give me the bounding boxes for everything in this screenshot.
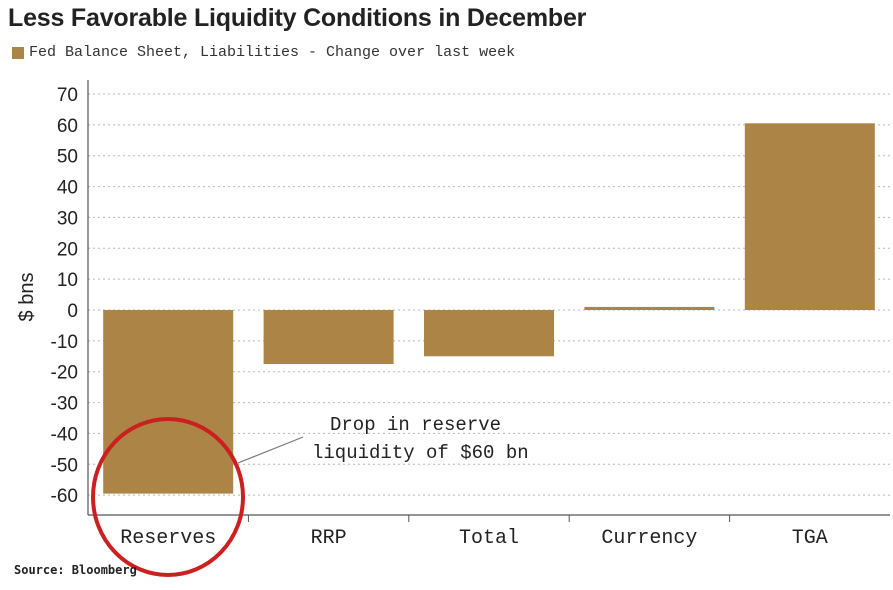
y-tick-label: 50 (57, 147, 78, 168)
y-axis-label: $ bns (16, 273, 38, 322)
y-tick-label: 30 (57, 208, 78, 229)
x-tick-label: Currency (601, 527, 697, 550)
y-tick-label: -60 (51, 486, 78, 507)
y-tick-label: 20 (57, 239, 78, 260)
y-tick-label: -30 (51, 394, 78, 415)
x-tick-label: RRP (311, 527, 347, 550)
bar-currency (584, 306, 715, 310)
annotation-leader-line (237, 436, 304, 464)
y-tick-label: 10 (57, 270, 78, 291)
y-tick-label: -10 (51, 332, 78, 353)
y-tick-label: -20 (51, 363, 78, 384)
x-tick-label: TGA (792, 527, 828, 550)
legend: Fed Balance Sheet, Liabilities - Change … (12, 44, 515, 61)
y-tick-label: 0 (67, 301, 78, 322)
bar-rrp (263, 310, 394, 364)
legend-label: Fed Balance Sheet, Liabilities - Change … (29, 44, 516, 61)
y-tick-label: 70 (57, 85, 78, 106)
annotation-line-2: liquidity of $60 bn (312, 442, 529, 464)
bar-reserves (103, 310, 234, 494)
chart-title: Less Favorable Liquidity Conditions in D… (8, 4, 587, 32)
y-tick-label: 60 (57, 116, 78, 137)
x-tick-label: Reserves (120, 527, 216, 550)
y-tick-label: 40 (57, 178, 78, 199)
y-tick-label: -40 (51, 424, 78, 445)
source-note: Source: Bloomberg (14, 563, 137, 577)
bar-tga (744, 123, 875, 310)
annotation-line-1: Drop in reserve (330, 414, 501, 436)
x-tick-label: Total (459, 527, 519, 550)
highlight-circle (91, 417, 245, 577)
bar-total (424, 310, 554, 357)
y-tick-label: -50 (51, 455, 78, 476)
legend-swatch (12, 46, 24, 59)
